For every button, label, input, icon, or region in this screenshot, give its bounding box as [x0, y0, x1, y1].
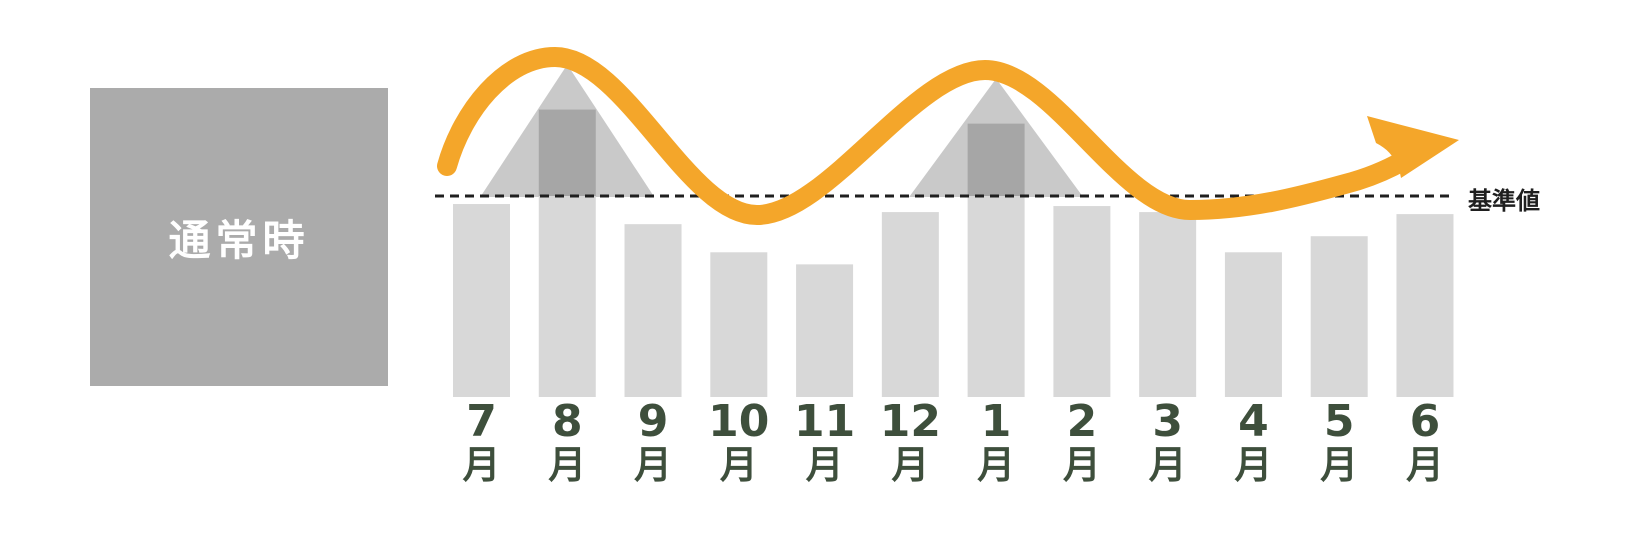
bar-above-baseline-1月	[967, 123, 1025, 196]
bar-3月	[1139, 212, 1197, 397]
bar-5月	[1310, 236, 1368, 397]
bar-8月	[538, 196, 596, 397]
baseline-label: 基準値	[1468, 187, 1540, 215]
bar-1月	[967, 196, 1025, 397]
bar-7月	[453, 204, 510, 397]
bar-12月	[881, 212, 939, 397]
bar-6月	[1396, 214, 1454, 397]
bar-4月	[1224, 252, 1282, 397]
bar-10月	[710, 252, 768, 397]
normal-period-box: 通常時	[90, 88, 388, 386]
bar-11月	[796, 264, 854, 397]
bars-layer	[453, 64, 1454, 397]
bar-9月	[624, 224, 682, 397]
seasonal-trend-curve	[437, 46, 1426, 226]
bar-2月	[1053, 206, 1111, 397]
trend-arrowhead-icon	[1367, 116, 1459, 178]
bar-above-baseline-8月	[538, 109, 596, 196]
normal-period-label: 通常時	[168, 215, 310, 265]
